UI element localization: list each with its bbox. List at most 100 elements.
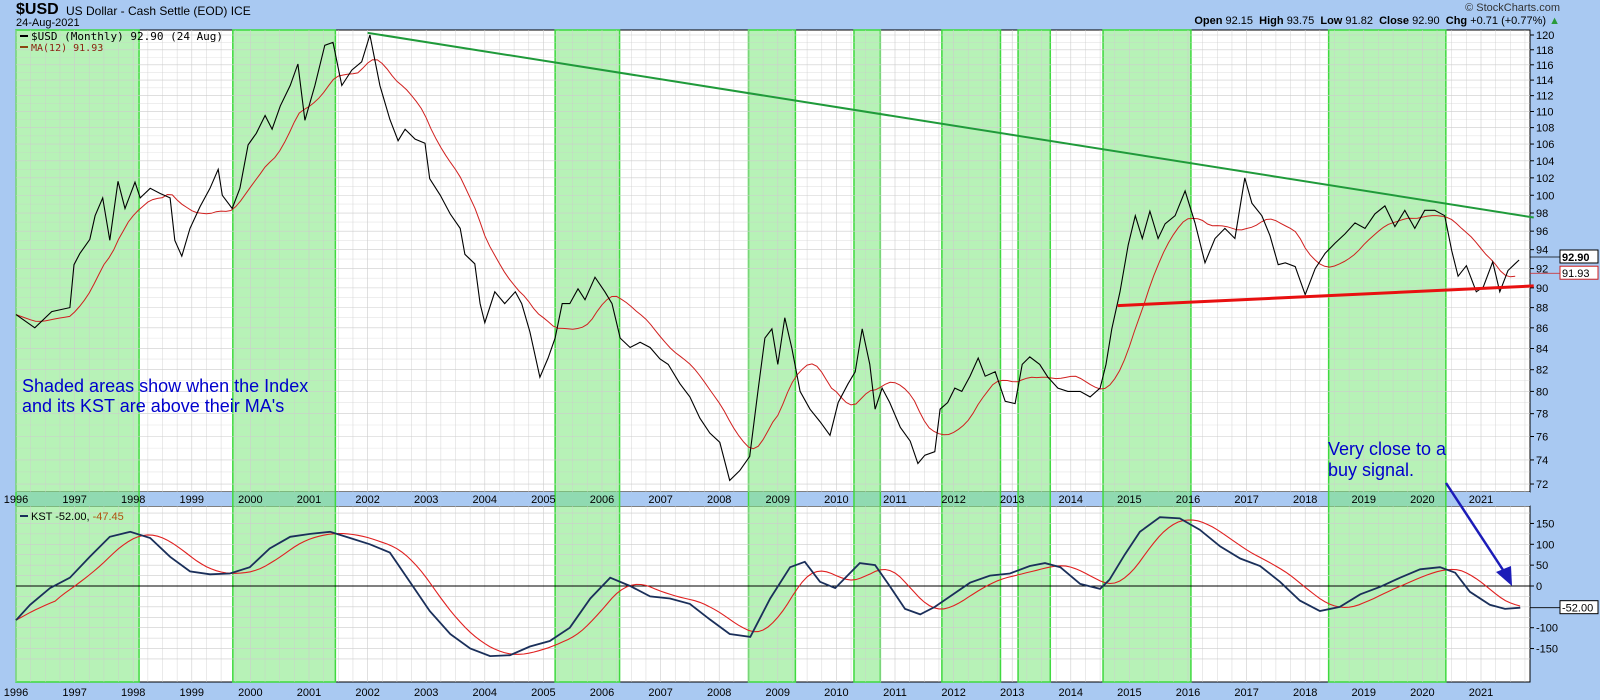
x-tick-label: 2004	[473, 494, 497, 506]
legend-ma: MA(12) 91.93	[31, 43, 103, 54]
shaded-period	[1327, 29, 1447, 683]
x-tick-label: 2018	[1293, 494, 1317, 506]
x-tick-label-bottom: 2017	[1234, 687, 1258, 699]
low-label: Low	[1320, 15, 1343, 27]
x-tick-label: 2019	[1352, 494, 1376, 506]
y-tick-label: 112	[1536, 91, 1554, 103]
x-tick-label-bottom: 2010	[824, 687, 848, 699]
close-value: 92.90	[1412, 15, 1440, 27]
x-tick-label: 1997	[62, 494, 86, 506]
symbol: $USD	[16, 1, 59, 18]
x-tick-label-bottom: 1997	[62, 687, 86, 699]
kst-y-tick-label: -150	[1536, 644, 1558, 656]
x-tick-label: 2021	[1469, 494, 1493, 506]
legend-kst: KST -52.00, -47.45	[31, 511, 124, 523]
shaded-period	[747, 29, 797, 683]
x-tick-label-bottom: 2002	[355, 687, 379, 699]
x-tick-label: 2017	[1234, 494, 1258, 506]
annotation-shaded-note: Shaded areas show when the Index	[22, 376, 308, 396]
x-tick-label: 2012	[941, 494, 965, 506]
x-tick-label-bottom: 2009	[766, 687, 790, 699]
ma-line	[15, 59, 1516, 450]
instrument-name: US Dollar - Cash Settle (EOD) ICE	[66, 4, 251, 18]
y-tick-label: 120	[1536, 30, 1554, 42]
x-tick-label-bottom: 2013	[1000, 687, 1024, 699]
kst-line	[15, 516, 1521, 658]
annotation-buy-signal: buy signal.	[1328, 460, 1414, 480]
kst-y-tick-label: 100	[1536, 539, 1554, 551]
x-tick-label: 2007	[648, 494, 672, 506]
chart-date: 24-Aug-2021	[16, 17, 80, 29]
high-value: 93.75	[1286, 15, 1315, 27]
chg-value: +0.71 (+0.77%)	[1470, 15, 1547, 27]
kst-last-box	[1559, 600, 1599, 615]
close-label: Close	[1379, 15, 1410, 27]
x-tick-label: 2020	[1410, 494, 1434, 506]
y-tick-label: 72	[1536, 479, 1548, 491]
shaded-period	[941, 29, 1002, 683]
y-tick-label: 110	[1536, 106, 1554, 118]
triangle-up-icon: ▲	[1549, 15, 1560, 27]
x-tick-label: 2001	[297, 494, 321, 506]
resistance-trendline	[367, 31, 1534, 219]
x-tick-label: 1998	[121, 494, 145, 506]
y-tick-label: 82	[1536, 365, 1548, 377]
y-tick-label: 106	[1536, 139, 1554, 151]
y-tick-label: 102	[1536, 173, 1554, 185]
x-tick-label: 1996	[4, 494, 28, 506]
legend-kst-value: KST -52.00,	[31, 511, 93, 523]
x-tick-label: 2016	[1176, 494, 1200, 506]
y-tick-label: 84	[1536, 344, 1548, 356]
x-tick-label-bottom: 2001	[297, 687, 321, 699]
x-tick-label-bottom: 2004	[473, 687, 497, 699]
x-tick-label-bottom: 2008	[707, 687, 731, 699]
x-tick-label-bottom: 2019	[1352, 687, 1376, 699]
x-tick-label-bottom: 1999	[180, 687, 204, 699]
price-last-box	[1559, 249, 1599, 264]
x-tick-label-bottom: 2000	[238, 687, 262, 699]
y-tick-label: 114	[1536, 75, 1554, 87]
x-tick-label: 2003	[414, 494, 438, 506]
chart-header: $USD US Dollar - Cash Settle (EOD) ICE 2…	[0, 0, 1600, 30]
x-tick-label-bottom: 2020	[1410, 687, 1434, 699]
x-tick-label-bottom: 2012	[941, 687, 965, 699]
y-tick-label: 92	[1536, 264, 1548, 276]
chg-label: Chg	[1445, 15, 1468, 27]
x-tick-label-bottom: 2011	[883, 687, 907, 699]
y-tick-label: 90	[1536, 283, 1548, 295]
y-tick-label: 86	[1536, 323, 1548, 335]
x-tick-label: 2006	[590, 494, 614, 506]
x-tick-label-bottom: 2005	[531, 687, 555, 699]
price-line	[15, 34, 1520, 482]
y-tick-label: 96	[1536, 226, 1548, 238]
annotation-buy-signal: Very close to a	[1328, 439, 1447, 459]
shaded-period	[232, 29, 337, 683]
low-value: 91.82	[1345, 15, 1373, 27]
x-tick-label-bottom: 2018	[1293, 687, 1317, 699]
legend-price: $USD (Monthly) 92.90 (24 Aug)	[31, 30, 223, 43]
ohlc-readout: Open 92.15 High 93.75 Low 91.82 Close 92…	[1194, 15, 1560, 27]
kst-y-tick-label: -100	[1536, 623, 1558, 635]
y-tick-label: 76	[1536, 431, 1548, 443]
kst-y-tick-label: 150	[1536, 518, 1554, 530]
y-tick-label: 80	[1536, 386, 1548, 398]
y-tick-label: 108	[1536, 123, 1554, 135]
x-tick-label-bottom: 2003	[414, 687, 438, 699]
x-tick-label: 2014	[1059, 494, 1083, 506]
ma-last-box	[1559, 265, 1599, 280]
x-tick-label: 2009	[766, 494, 790, 506]
shaded-period	[1102, 29, 1192, 683]
x-tick-label-bottom: 2014	[1059, 687, 1083, 699]
x-tick-label-bottom: 2015	[1117, 687, 1141, 699]
y-tick-label: 74	[1536, 455, 1548, 467]
y-tick-label: 94	[1536, 245, 1548, 257]
x-tick-label: 2008	[707, 494, 731, 506]
y-tick-label: 104	[1536, 156, 1554, 168]
x-tick-label: 2002	[355, 494, 379, 506]
y-tick-label: 116	[1536, 60, 1554, 72]
x-tick-label-bottom: 2006	[590, 687, 614, 699]
x-tick-label: 2010	[824, 494, 848, 506]
x-tick-label-bottom: 1996	[4, 687, 28, 699]
ma-last: 91.93	[1562, 268, 1590, 280]
